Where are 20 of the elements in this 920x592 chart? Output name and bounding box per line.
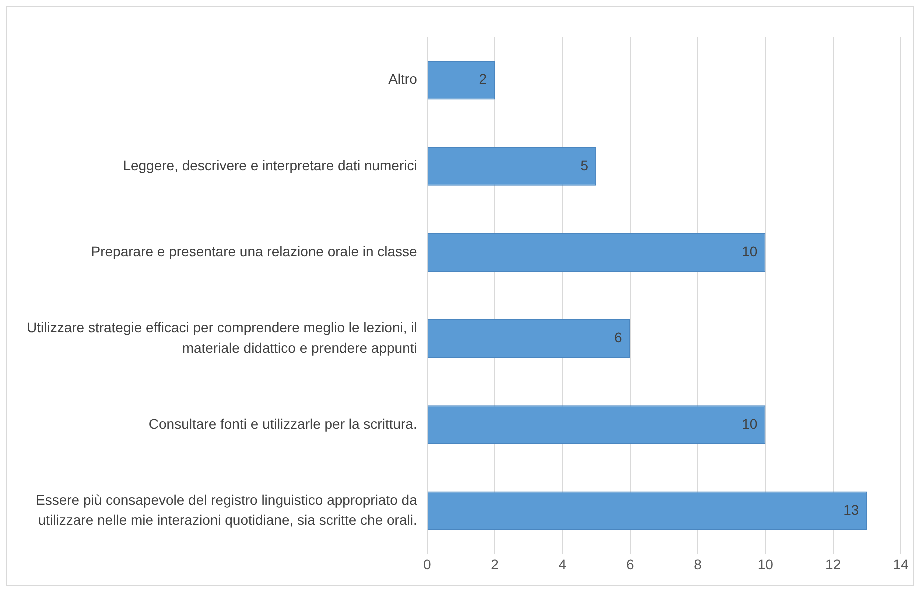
data-label: 6 — [614, 330, 623, 346]
x-tick-label: 4 — [558, 556, 567, 572]
y-tick-label: Leggere, descrivere e interpretare dati numerici — [123, 157, 418, 174]
x-tick-label: 6 — [626, 556, 634, 572]
data-label: 2 — [479, 71, 488, 88]
data-label: 13 — [844, 502, 860, 518]
x-tick-label: 14 — [893, 556, 909, 572]
x-tick-label: 2 — [491, 556, 500, 572]
x-tick-label: 8 — [694, 556, 702, 572]
y-tick-label: Altro — [388, 71, 418, 88]
y-tick-label: Essere più consapevole del registro linguistico appropriato da utilizzare nelle mie interazioni quotidiane, sia scritte che orali. — [36, 492, 418, 528]
y-tick-label: Utilizzare strategie efficaci per comprendere meglio le lezioni, il materiale didattico e prendere appunti — [27, 320, 418, 356]
data-label: 10 — [742, 416, 758, 432]
x-tick-label: 0 — [423, 556, 432, 572]
data-label: 10 — [742, 244, 758, 260]
data-label: 5 — [580, 157, 589, 174]
y-tick-label: Consultare fonti e utilizzarle per la scrittura. — [148, 416, 418, 432]
x-tick-label: 12 — [826, 556, 842, 572]
y-tick-label: Preparare e presentare una relazione orale in classe — [91, 244, 418, 260]
x-tick-label: 10 — [758, 556, 774, 572]
